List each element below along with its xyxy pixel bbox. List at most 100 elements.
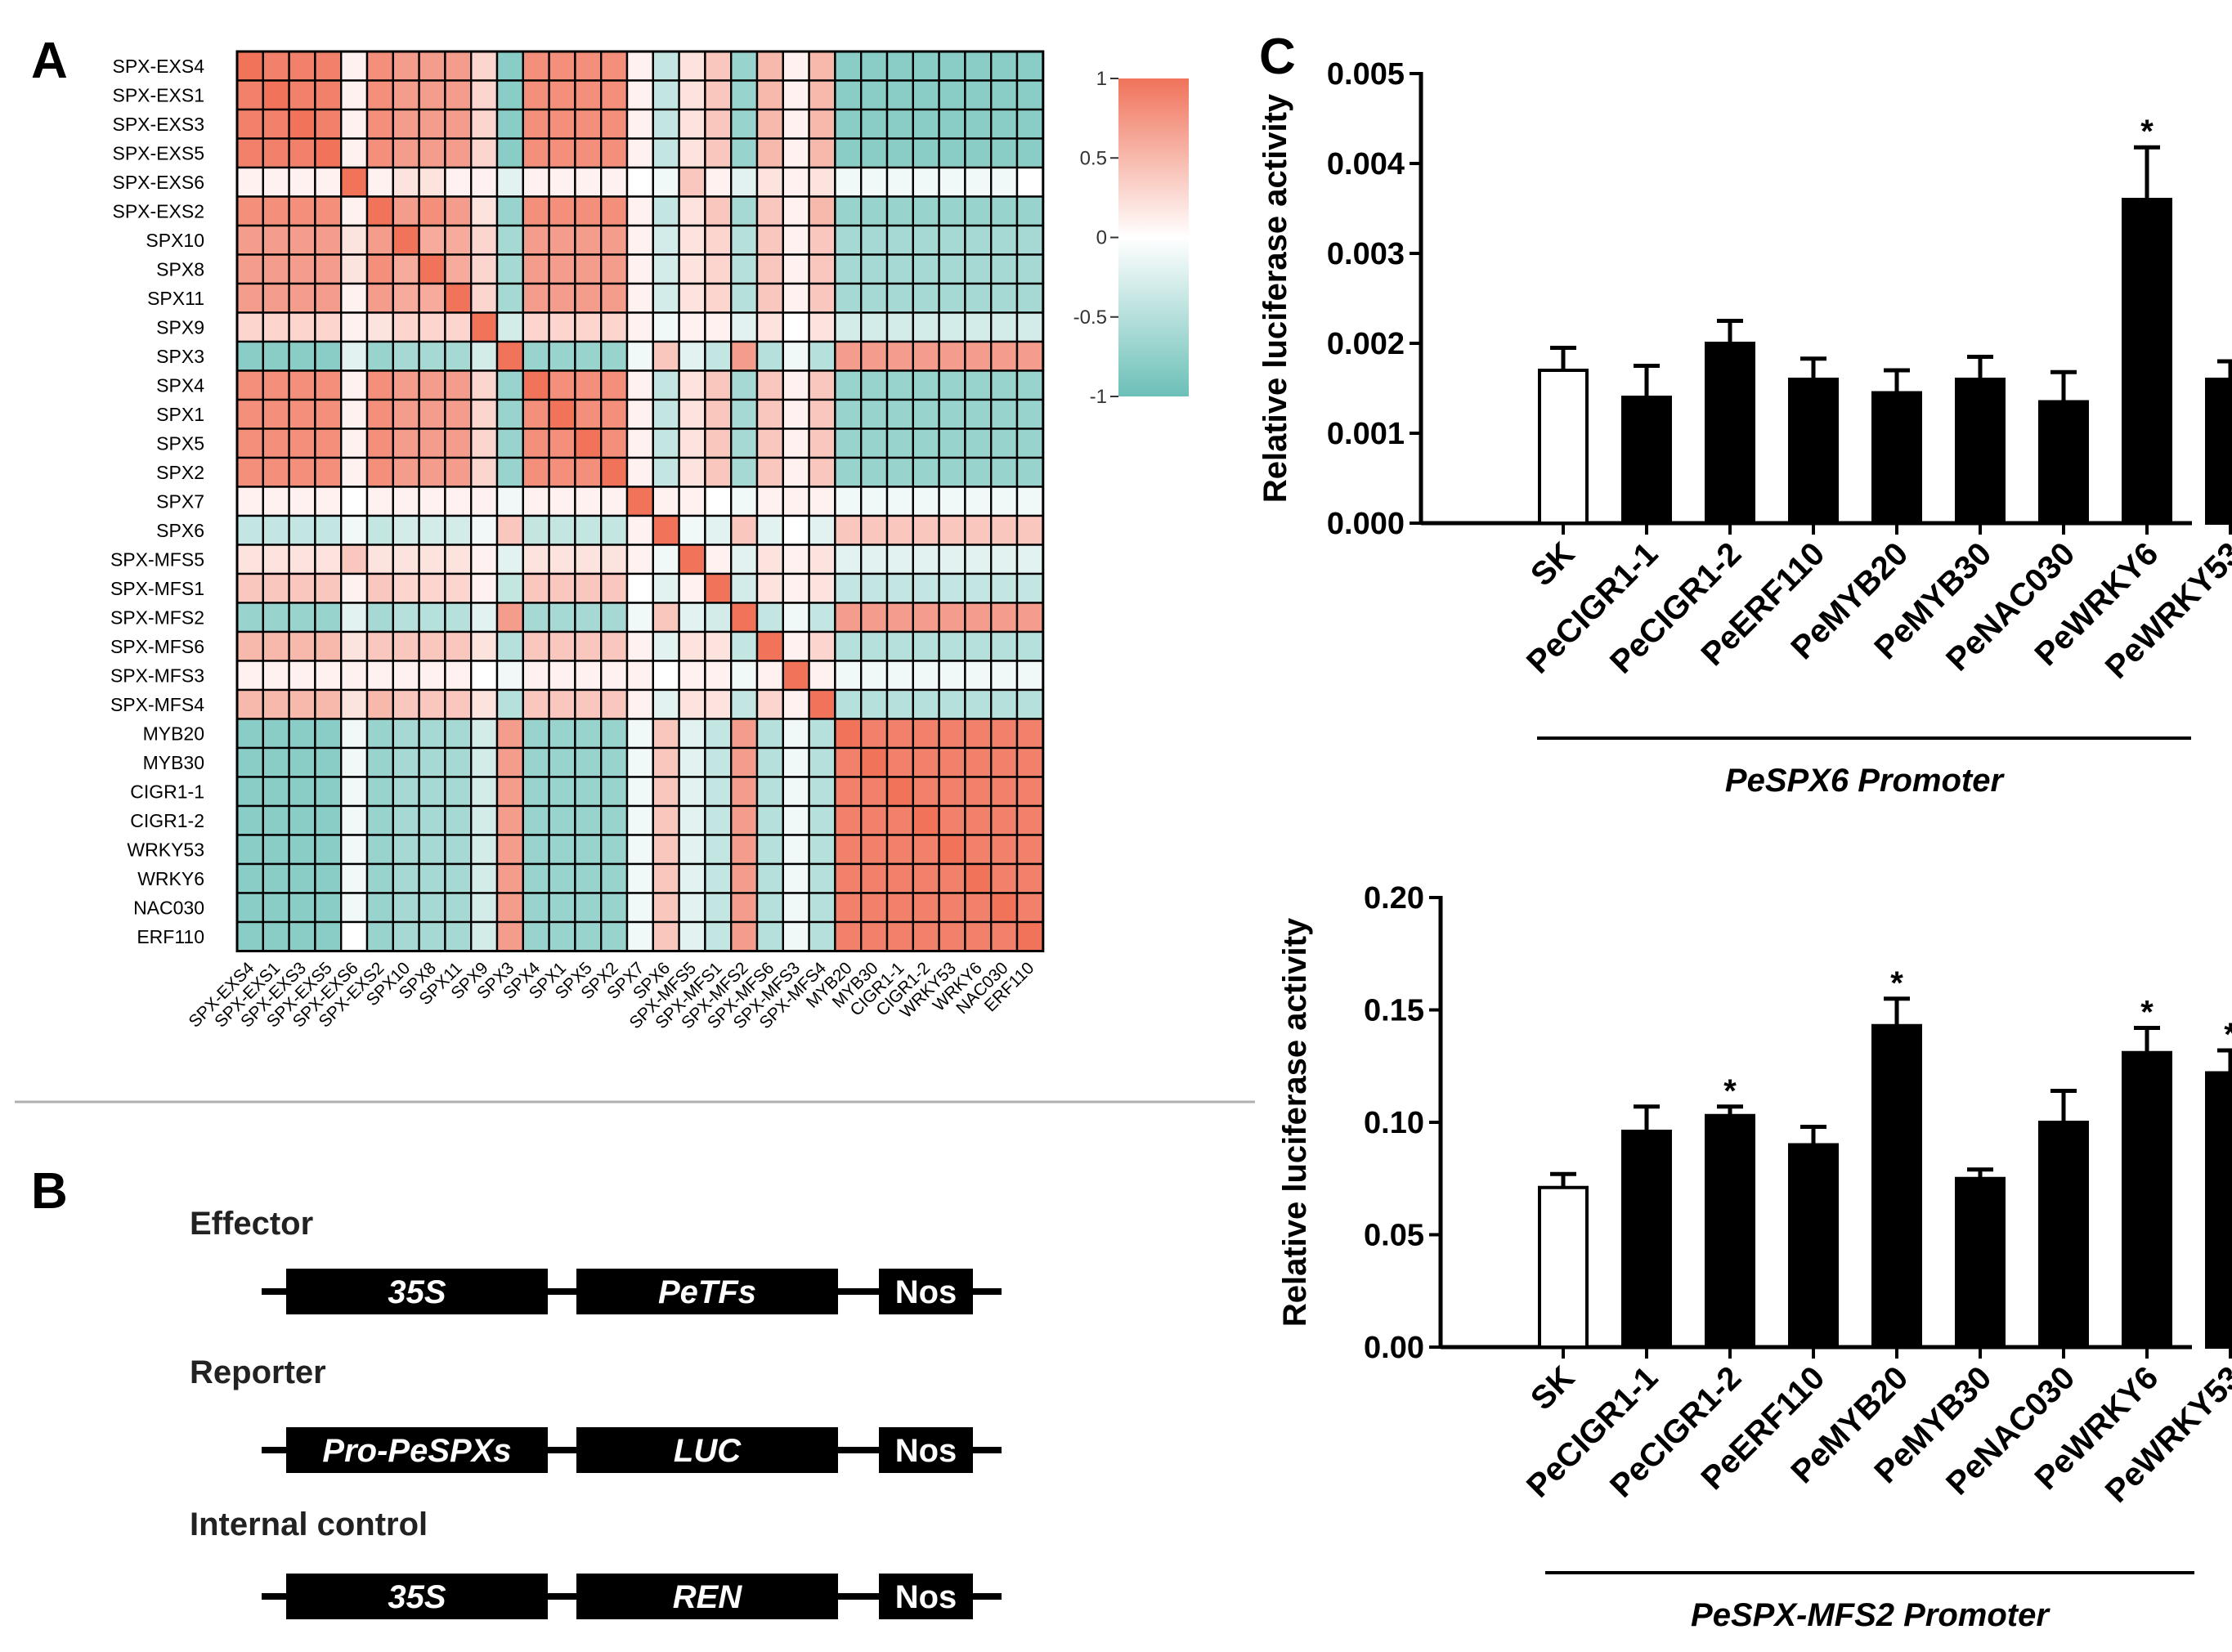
heatmap-cell: [625, 224, 654, 256]
heatmap-cell: [314, 108, 343, 140]
heatmap-cell: [288, 746, 316, 778]
heatmap-cell: [704, 862, 733, 894]
heatmap-cell: [288, 340, 316, 372]
heatmap-cell: [418, 776, 446, 808]
heatmap-cell: [938, 746, 966, 778]
heatmap-cell: [392, 398, 420, 430]
heatmap-cell: [444, 282, 473, 314]
heatmap-cell: [808, 834, 836, 866]
heatmap-cell: [964, 544, 993, 575]
heatmap-cell: [808, 514, 836, 546]
heatmap-cell: [495, 282, 524, 314]
heatmap-cell: [885, 572, 914, 604]
heatmap-row-label: SPX9: [156, 316, 204, 338]
heatmap-cell: [600, 398, 629, 430]
heatmap-cell: [288, 282, 316, 314]
heatmap-cell: [964, 892, 993, 924]
heatmap-cell: [365, 862, 394, 894]
x-axis-title: PeSPX6 Promoter: [1725, 763, 2006, 799]
heatmap-cell: [470, 602, 499, 633]
heatmap-cell: [938, 862, 966, 894]
heatmap-cell: [964, 340, 993, 372]
bar: [1955, 1176, 2006, 1349]
heatmap-cell: [235, 50, 264, 82]
heatmap-row-label: SPX11: [147, 288, 204, 309]
heatmap-cell: [652, 398, 680, 430]
heatmap-cell: [859, 688, 889, 720]
heatmap-cell: [625, 892, 654, 924]
heatmap-cell: [600, 688, 629, 720]
heatmap-cell: [444, 108, 473, 140]
heatmap-cell: [235, 514, 264, 546]
heatmap-cell: [392, 602, 420, 633]
heatmap-panel: SPX-EXS4 SPX-EXS1 SPX-EXS3 SPX-EXS5 SPX-EXS6…: [110, 50, 1189, 1032]
heatmap-cell: [392, 486, 420, 517]
heatmap-cell: [548, 398, 576, 430]
heatmap-cell: [574, 688, 603, 720]
heatmap-cell: [600, 630, 629, 662]
heatmap-cell: [444, 602, 473, 633]
heatmap-cell: [964, 688, 993, 720]
heatmap-cell: [834, 544, 863, 575]
heatmap-cell: [964, 804, 993, 836]
heatmap-cell: [495, 746, 524, 778]
heatmap-cell: [704, 79, 733, 111]
heatmap-cell: [314, 862, 343, 894]
heatmap-cell: [938, 108, 966, 140]
heatmap-cell: [964, 486, 993, 517]
heatmap-cell: [912, 108, 940, 140]
construct-label: Internal control: [190, 1506, 428, 1542]
heatmap-cell: [288, 79, 316, 111]
heatmap-cell: [808, 862, 836, 894]
heatmap-cell: [574, 776, 603, 808]
heatmap-cell: [600, 50, 629, 82]
heatmap-cell: [340, 79, 369, 111]
bar: [2122, 1050, 2172, 1349]
heatmap-cell: [340, 340, 369, 372]
heatmap-cell: [444, 253, 473, 285]
heatmap-cell: [730, 50, 759, 82]
heatmap-cell: [392, 862, 420, 894]
heatmap-cell: [548, 688, 576, 720]
heatmap-cell: [548, 804, 576, 836]
heatmap-cell: [470, 224, 499, 256]
heatmap-cell: [912, 746, 940, 778]
heatmap-cell: [834, 920, 863, 952]
heatmap-cell: [912, 340, 940, 372]
heatmap-cell: [782, 544, 810, 575]
heatmap-row-label: SPX4: [156, 374, 204, 396]
heatmap-cell: [755, 340, 784, 372]
heatmap-cell: [938, 660, 966, 692]
heatmap-cell: [444, 660, 473, 692]
heatmap-row-label: SPX5: [156, 432, 204, 454]
heatmap-cell: [678, 920, 706, 952]
heatmap-cell: [444, 688, 473, 720]
heatmap-cell: [652, 660, 680, 692]
heatmap-cell: [808, 253, 836, 285]
heatmap-cell: [755, 804, 784, 836]
heatmap-cell: [340, 718, 369, 750]
heatmap-cell: [859, 456, 889, 488]
heatmap-cell: [365, 602, 394, 633]
heatmap-cell: [522, 920, 550, 952]
heatmap-cell: [522, 311, 550, 343]
heatmap-cell: [625, 746, 654, 778]
heatmap-cell: [938, 804, 966, 836]
heatmap-cell: [782, 834, 810, 866]
heatmap-cell: [495, 224, 524, 256]
heatmap-row-label: CIGR1-2: [130, 810, 204, 831]
heatmap-cell: [989, 369, 1019, 401]
heatmap-cell: [964, 195, 993, 227]
heatmap-cell: [262, 137, 290, 169]
heatmap-cell: [730, 398, 759, 430]
y-tick-label: 0.10: [1364, 1106, 1424, 1140]
heatmap-cell: [522, 340, 550, 372]
heatmap-cell: [365, 630, 394, 662]
heatmap-cell: [470, 340, 499, 372]
heatmap-cell: [314, 137, 343, 169]
heatmap-cell: [495, 660, 524, 692]
heatmap-cell: [755, 892, 784, 924]
heatmap-cell: [1015, 834, 1044, 866]
heatmap-row-label: SPX-EXS2: [113, 200, 205, 222]
heatmap-cell: [730, 195, 759, 227]
